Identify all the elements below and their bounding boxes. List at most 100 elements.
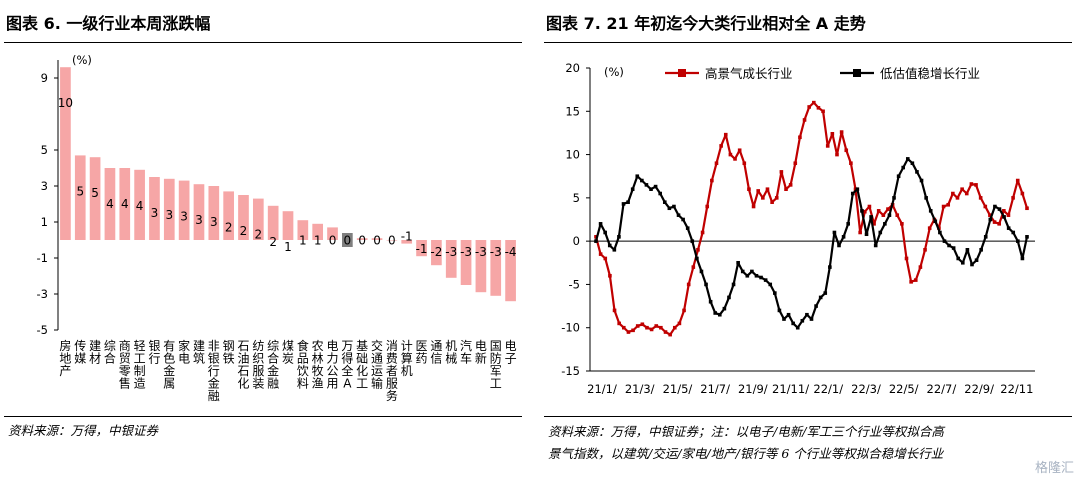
left-data-label: 1 (314, 234, 322, 248)
right-series-point (663, 330, 668, 334)
right-series-point (876, 209, 881, 213)
right-series-point (699, 269, 704, 274)
right-series-point (612, 308, 617, 313)
right-x-tick-label: 22/7/ (927, 382, 957, 396)
right-series-point (608, 273, 612, 278)
left-bar (475, 240, 487, 293)
right-series-point (737, 148, 742, 153)
left-category-label: 建材 (89, 339, 101, 366)
right-series-point (997, 222, 1001, 226)
right-series-point (951, 246, 956, 250)
right-series-point (1020, 256, 1025, 261)
right-source-note-line-2: 景气指数，以建筑/交运/家电/地产/银行等 6 个行业等权拟合稳增长行业 (548, 446, 944, 461)
right-y-tick-label: 0 (573, 234, 580, 248)
left-bar (401, 240, 413, 244)
left-bar (238, 195, 249, 240)
right-series-point (938, 230, 942, 235)
left-data-label: 0 (388, 234, 396, 248)
left-data-label: 0 (344, 234, 352, 248)
right-series-point (988, 217, 993, 222)
right-series-point (763, 278, 768, 282)
right-series-point (754, 273, 759, 278)
right-series-point (695, 256, 699, 261)
right-series-point (881, 213, 886, 217)
right-series-point (750, 269, 754, 274)
right-y-tick-label: 15 (565, 104, 580, 118)
left-category-label: 轻工制造 (134, 339, 146, 391)
left-bar (416, 240, 427, 257)
right-line-chart: 20 15 10 5 0 -5 -10 -15 (%) 21/1/21/3/21/5/21/7/2… (561, 61, 1035, 396)
left-data-label: 3 (180, 210, 188, 224)
left-bar (312, 223, 324, 240)
left-category-label: 综合 (104, 339, 116, 366)
right-series-point (862, 209, 867, 214)
left-data-label: 2 (255, 228, 263, 242)
right-series-point (645, 325, 649, 330)
right-series-point (621, 202, 626, 206)
right-series-point (788, 183, 793, 187)
left-y-tick-label: -3 (37, 287, 48, 301)
left-category-label: 计算机 (401, 339, 413, 378)
left-y-tick-label: 3 (41, 179, 48, 193)
right-series-point (1006, 226, 1011, 230)
left-data-label: 3 (165, 208, 173, 222)
right-title-rule (544, 42, 1072, 43)
right-x-tick-label: 21/7/ (700, 382, 730, 396)
watermark-logo: 格隆汇 (1034, 461, 1074, 476)
right-series-point (800, 318, 805, 323)
right-series-point (740, 269, 745, 274)
left-y-tick-label: 5 (41, 143, 48, 157)
left-bar (149, 177, 160, 240)
right-series-point (988, 213, 992, 217)
right-series-point (598, 252, 603, 256)
left-data-label: 1 (284, 240, 292, 254)
right-series-point (719, 144, 723, 148)
right-series-point (617, 321, 621, 326)
right-series-point (704, 282, 708, 287)
right-series-point (649, 187, 653, 191)
right-series-point (603, 230, 607, 235)
right-y-tick-label: -10 (561, 321, 580, 335)
left-bar (342, 233, 353, 247)
right-series-point (1002, 209, 1006, 213)
right-series-point (696, 248, 700, 252)
right-series-point (761, 196, 765, 200)
right-x-tick-label: 22/5/ (889, 382, 919, 396)
right-series-point (835, 152, 839, 157)
left-category-label: 交通运输 (371, 338, 383, 391)
right-y-tick-label: 20 (565, 61, 580, 75)
right-series-point (612, 248, 617, 252)
left-title-rule (4, 42, 522, 43)
left-category-label: 消费者服务 (386, 339, 398, 403)
right-source-rule (544, 416, 1072, 417)
right-series-point (793, 161, 798, 166)
right-series-point (1020, 191, 1025, 196)
right-series-point (946, 202, 951, 207)
right-y-tick-label: 10 (565, 148, 580, 162)
left-bar (252, 198, 264, 240)
left-data-label: 5 (76, 184, 84, 198)
right-series-point (830, 131, 835, 136)
right-series-point (961, 260, 965, 265)
right-series-point (823, 291, 828, 295)
right-series-point (933, 219, 938, 224)
left-y-tick-label: 9 (41, 71, 48, 85)
right-series-point (677, 321, 682, 326)
right-series-point (983, 235, 988, 239)
left-data-label: 0 (329, 234, 337, 248)
right-series-point (812, 100, 816, 105)
left-category-label: 通信 (430, 339, 442, 366)
right-series-point (640, 178, 644, 183)
right-series-point (858, 230, 862, 235)
right-series-point (742, 161, 747, 166)
right-series-point (672, 204, 676, 209)
right-series-point (708, 299, 713, 304)
right-series-point (722, 306, 727, 311)
right-x-tick-label: 22/11 (1000, 382, 1033, 396)
left-category-label: 商贸零售 (119, 338, 131, 391)
left-data-label: -1 (401, 230, 413, 244)
right-series-point (1025, 206, 1029, 211)
right-series-point (765, 187, 770, 191)
left-bar (386, 240, 398, 241)
right-series-point (747, 187, 751, 191)
